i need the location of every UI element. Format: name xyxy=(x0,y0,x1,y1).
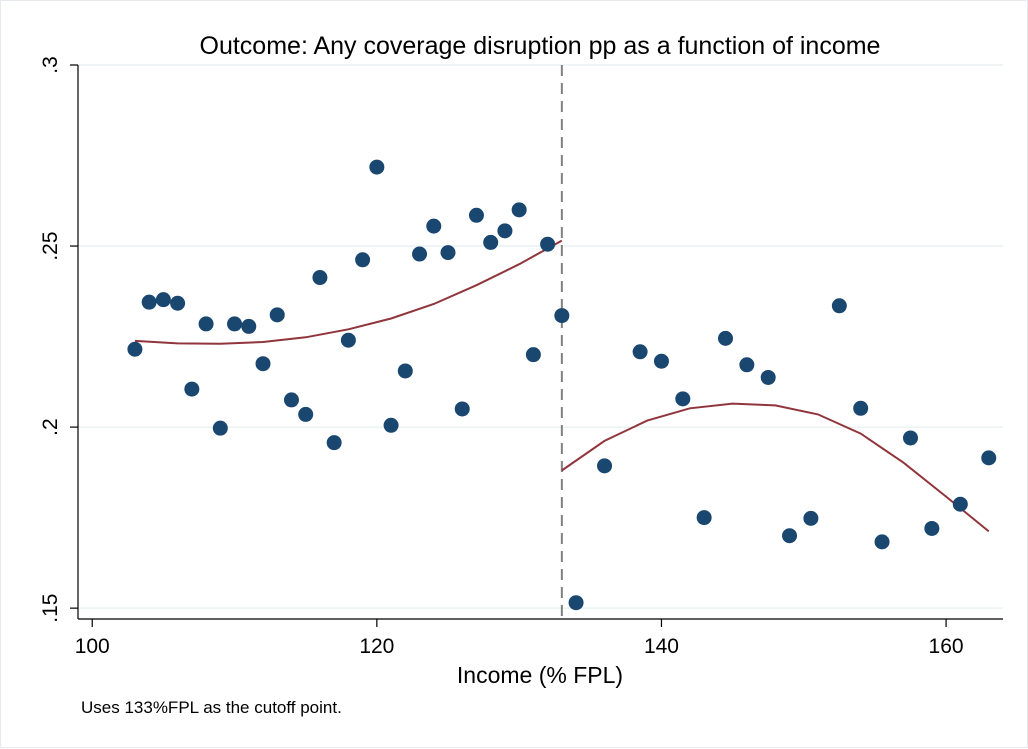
y-tick-label: .3 xyxy=(39,56,62,74)
data-point xyxy=(397,363,413,379)
data-point xyxy=(874,534,890,550)
x-axis-label: Income (% FPL) xyxy=(457,662,623,688)
data-point xyxy=(653,353,669,369)
data-point xyxy=(127,341,143,357)
data-point xyxy=(326,435,342,451)
data-point xyxy=(369,159,385,175)
fit-layer xyxy=(134,239,990,533)
data-point xyxy=(540,236,556,252)
x-tick-label: 120 xyxy=(359,635,394,658)
data-point xyxy=(412,246,428,262)
data-point xyxy=(155,292,171,308)
y-tick-label: .2 xyxy=(39,418,62,436)
y-tick-label: .25 xyxy=(39,231,62,260)
data-point xyxy=(554,308,570,324)
data-point xyxy=(497,223,513,239)
data-point xyxy=(184,381,200,397)
data-point xyxy=(853,400,869,416)
data-point xyxy=(440,245,456,261)
chart-note: Uses 133%FPL as the cutoff point. xyxy=(81,698,342,717)
data-point xyxy=(340,332,356,348)
data-point xyxy=(212,420,228,436)
data-point xyxy=(952,496,968,512)
data-point xyxy=(269,307,285,323)
axes-layer xyxy=(77,65,1003,620)
y-tick-label: .15 xyxy=(39,594,62,623)
data-point xyxy=(227,316,243,332)
fit-curve-right xyxy=(561,402,990,533)
data-point xyxy=(760,369,776,385)
data-point xyxy=(525,347,541,363)
data-point xyxy=(298,406,314,422)
data-point xyxy=(283,392,299,408)
data-point xyxy=(675,391,691,407)
x-tick-label: 140 xyxy=(644,635,679,658)
data-point xyxy=(632,344,648,360)
data-point xyxy=(718,330,733,346)
data-point xyxy=(255,356,271,372)
data-point xyxy=(170,295,186,311)
data-point xyxy=(468,207,484,223)
fit-curve-left xyxy=(134,239,563,345)
data-point xyxy=(312,270,328,286)
data-point xyxy=(782,528,798,544)
data-point xyxy=(383,417,399,433)
data-point xyxy=(426,218,442,234)
data-point xyxy=(568,595,584,611)
x-tick-label: 100 xyxy=(75,635,110,658)
data-point xyxy=(141,294,157,310)
data-point xyxy=(454,401,470,417)
data-point xyxy=(483,234,499,250)
data-point xyxy=(198,316,214,332)
chart-title: Outcome: Any coverage disruption pp as a… xyxy=(200,32,881,60)
x-tick-label: 160 xyxy=(929,635,964,658)
data-point xyxy=(511,202,527,218)
ticks-layer: .15 .2 .25 .3 100 120 140 160 xyxy=(39,56,964,658)
data-point xyxy=(803,510,819,526)
data-point xyxy=(355,252,371,268)
grid-layer xyxy=(78,64,1003,609)
points-layer xyxy=(127,159,997,611)
data-point xyxy=(981,450,997,466)
data-point xyxy=(903,430,918,446)
data-point xyxy=(739,357,755,373)
data-point xyxy=(241,318,257,334)
data-point xyxy=(831,298,847,314)
data-point xyxy=(924,520,940,536)
data-point xyxy=(696,510,712,526)
data-point xyxy=(597,458,613,474)
